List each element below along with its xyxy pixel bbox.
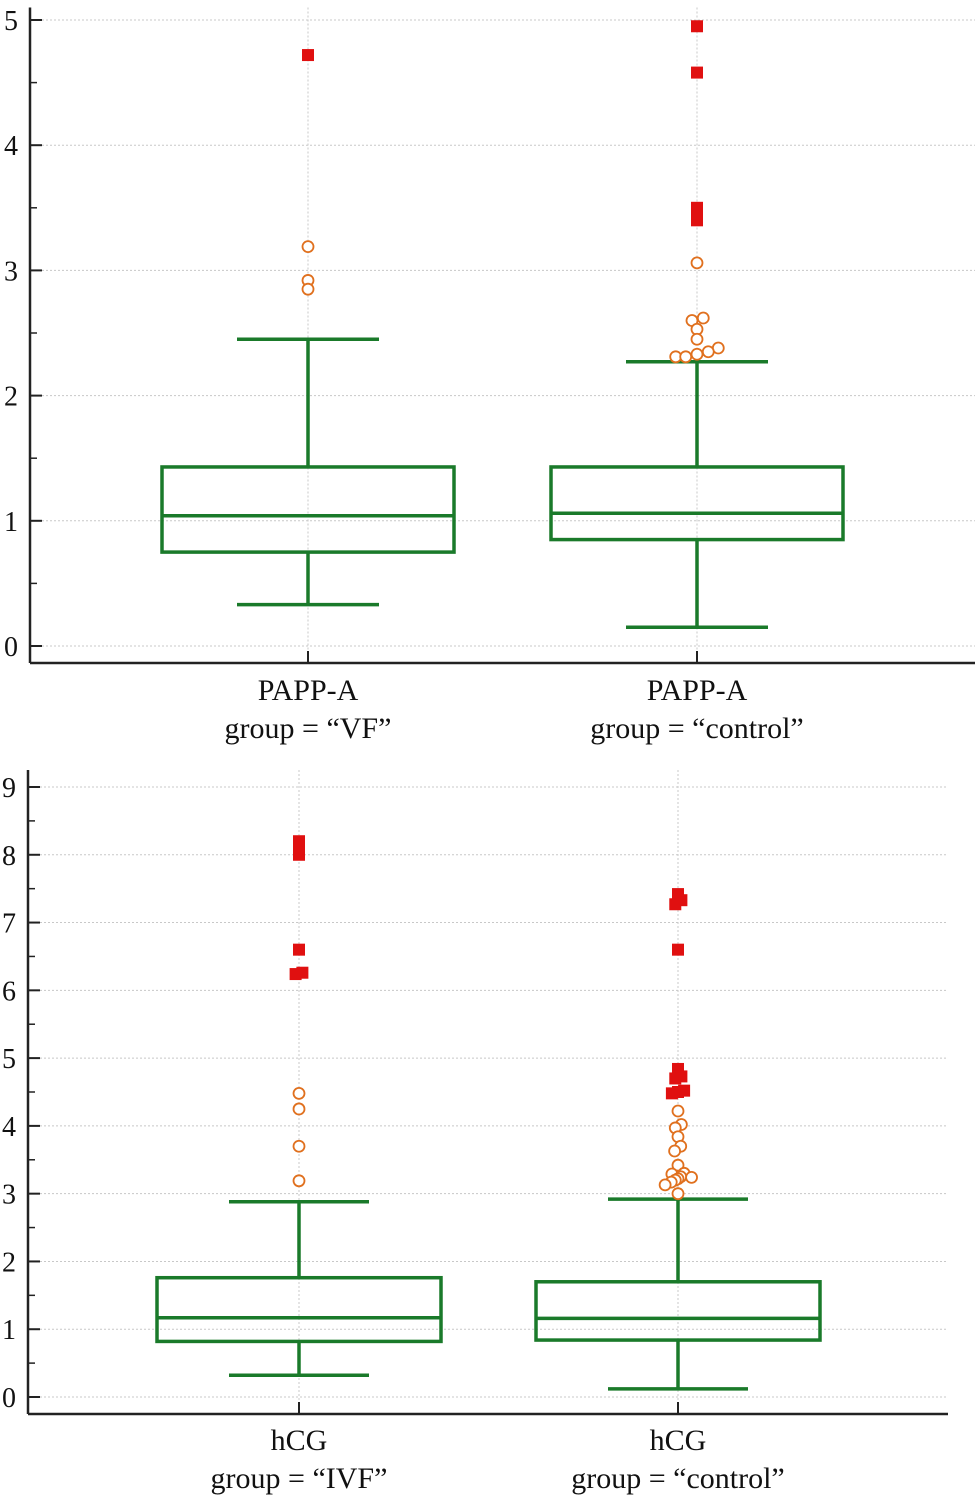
box-group-1 [155, 835, 443, 1378]
category-label-variable: hCG [650, 1424, 707, 1457]
far-outlier-point [691, 66, 703, 79]
y-tick-label: 0 [2, 1383, 16, 1414]
outlier-point [301, 240, 315, 254]
far-outlier-point [293, 943, 305, 956]
outlier-point [668, 1144, 682, 1158]
far-outlier-point [672, 943, 684, 956]
y-tick-label: 6 [2, 976, 16, 1007]
outlier-point [690, 332, 704, 346]
y-tick-label: 5 [2, 1044, 16, 1075]
y-tick-label: 7 [2, 909, 16, 940]
outlier-point [301, 282, 315, 296]
far-outlier-point [691, 20, 703, 33]
y-tick-label: 1 [2, 1315, 16, 1346]
y-tick-label: 9 [2, 773, 16, 804]
outlier-point [658, 1178, 672, 1192]
far-outlier-point [289, 968, 302, 981]
category-label-group: group = “control” [571, 1462, 785, 1495]
y-tick-label: 5 [4, 6, 18, 37]
far-outlier-point [669, 898, 682, 911]
y-tick-label: 3 [2, 1180, 16, 1211]
box-group-2 [534, 888, 822, 1391]
category-label-variable: hCG [271, 1424, 328, 1457]
outlier-point [696, 311, 710, 325]
far-outlier-point [691, 214, 703, 227]
far-outlier-point [302, 49, 314, 62]
category-label-variable: PAPP-A [258, 674, 359, 707]
category-label-group: group = “IVF” [211, 1462, 388, 1495]
chart-papp-a: 0 1 2 3 4 5 PAPP-A group = “VF” PAPP-A group = “c… [4, 6, 975, 745]
category-label-variable: PAPP-A [647, 674, 748, 707]
outlier-point [292, 1086, 306, 1100]
y-tick-label: 2 [4, 382, 18, 413]
y-tick-label: 1 [4, 507, 18, 538]
iqr-box [549, 465, 845, 542]
iqr-box [534, 1280, 822, 1342]
chart-hcg: 0 1 2 3 4 5 6 7 8 9 hCG group = “IVF” hCG group = “co… [2, 770, 948, 1495]
outlier-point [690, 347, 704, 361]
y-tick-label: 2 [2, 1247, 16, 1278]
outlier-point [685, 1171, 698, 1184]
category-label-group: group = “VF” [225, 712, 392, 745]
outlier-point [292, 1102, 306, 1116]
y-tick-label: 3 [4, 256, 18, 287]
box-group-2 [549, 20, 845, 629]
outlier-point [671, 1187, 685, 1201]
y-tick-label: 4 [4, 131, 18, 162]
iqr-box [160, 465, 456, 554]
y-tick-label: 4 [2, 1112, 16, 1143]
outlier-point [671, 1104, 685, 1118]
outlier-point [701, 345, 715, 359]
outlier-point [690, 256, 704, 270]
far-outlier-point [669, 1072, 682, 1085]
y-tick-label: 0 [4, 632, 18, 663]
outlier-point [292, 1139, 306, 1153]
outlier-point [679, 350, 693, 364]
y-tick-label: 8 [2, 841, 16, 872]
box-group-1 [160, 49, 456, 607]
iqr-box [155, 1275, 443, 1344]
far-outlier-point [293, 848, 305, 861]
category-label-group: group = “control” [590, 712, 804, 745]
far-outlier-point [665, 1087, 678, 1100]
outlier-point [292, 1174, 306, 1188]
